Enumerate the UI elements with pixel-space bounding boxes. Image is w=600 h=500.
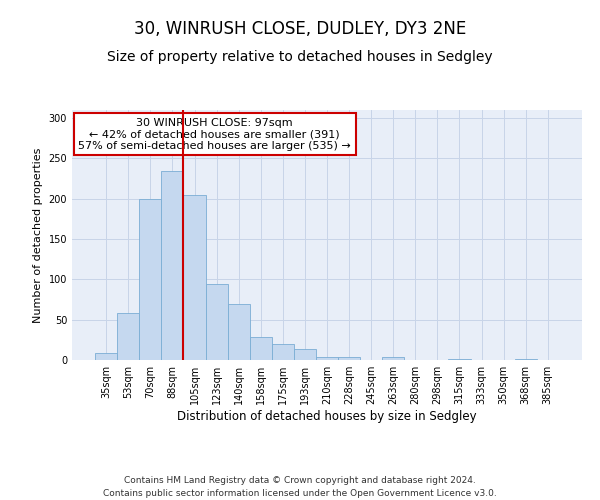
Text: Size of property relative to detached houses in Sedgley: Size of property relative to detached ho… [107, 50, 493, 64]
Bar [316, 357, 338, 360]
Bar [272, 344, 294, 360]
X-axis label: Distribution of detached houses by size in Sedgley: Distribution of detached houses by size … [177, 410, 477, 423]
Bar [139, 198, 161, 360]
Bar [448, 359, 470, 360]
Text: Contains HM Land Registry data © Crown copyright and database right 2024.
Contai: Contains HM Land Registry data © Crown c… [103, 476, 497, 498]
Bar [294, 348, 316, 360]
Text: 30 WINRUSH CLOSE: 97sqm
← 42% of detached houses are smaller (391)
57% of semi-d: 30 WINRUSH CLOSE: 97sqm ← 42% of detache… [79, 118, 351, 150]
Bar [206, 284, 227, 360]
Bar [515, 359, 537, 360]
Bar [250, 336, 272, 360]
Y-axis label: Number of detached properties: Number of detached properties [33, 148, 43, 322]
Text: 30, WINRUSH CLOSE, DUDLEY, DY3 2NE: 30, WINRUSH CLOSE, DUDLEY, DY3 2NE [134, 20, 466, 38]
Bar [117, 313, 139, 360]
Bar [382, 357, 404, 360]
Bar [95, 352, 117, 360]
Bar [338, 357, 360, 360]
Bar [227, 304, 250, 360]
Bar [161, 172, 184, 360]
Bar [184, 194, 206, 360]
